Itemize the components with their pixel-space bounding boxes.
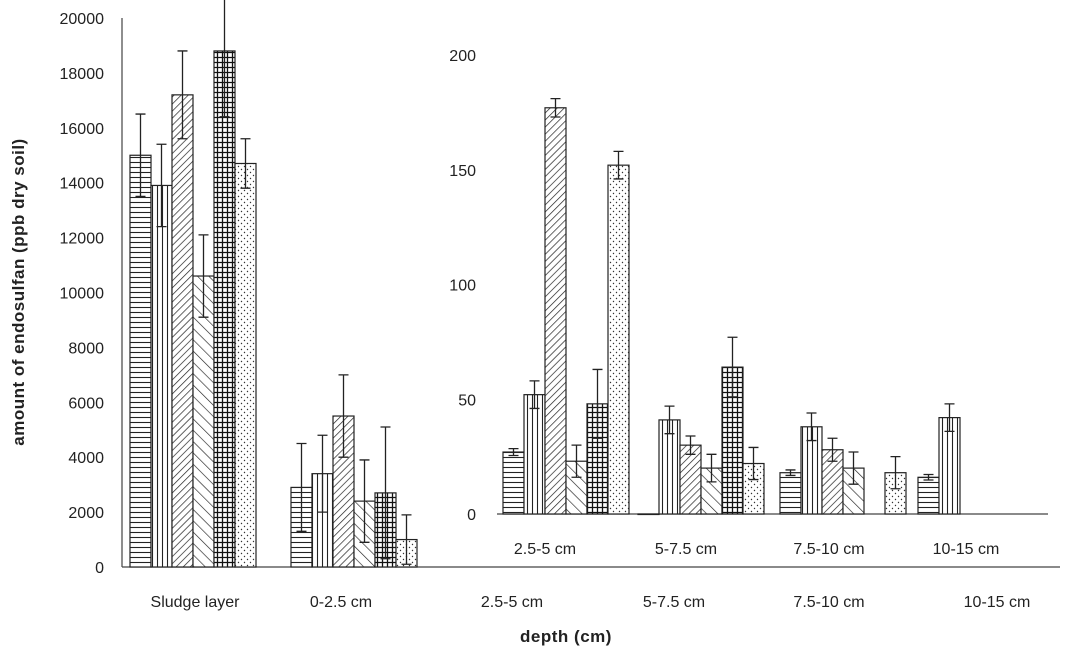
- inset-error-bar: [706, 453, 717, 483]
- main-x-tick-labels: Sludge layer 0-2.5 cm 2.5-5 cm 5-7.5 cm 7.5-…: [151, 594, 1031, 611]
- inset-error-bar: [727, 336, 738, 398]
- inset-bar: [502, 451, 525, 515]
- inset-y-tick-label: 0: [467, 507, 476, 524]
- inset-error-bar: [508, 447, 519, 457]
- y-tick-label: 2000: [68, 505, 104, 522]
- y-tick-label: 16000: [60, 121, 105, 138]
- x-tick-label: 5-7.5 cm: [643, 594, 705, 611]
- inset-error-bar: [685, 435, 696, 455]
- error-bar: [198, 234, 209, 318]
- error-bar: [219, 0, 230, 118]
- bar: [213, 50, 236, 568]
- inset-error-bar: [571, 444, 582, 478]
- x-tick-label: 0-2.5 cm: [310, 594, 372, 611]
- inset-bar: [523, 394, 546, 515]
- y-tick-label: 4000: [68, 450, 104, 467]
- inset-bar: [607, 164, 630, 515]
- inset-y-tick-label: 200: [449, 48, 476, 65]
- inset-error-bar: [613, 150, 624, 180]
- inset-bar: [917, 476, 940, 515]
- bar: [129, 154, 152, 568]
- y-tick-label: 6000: [68, 395, 104, 412]
- y-tick-label: 0: [95, 560, 104, 577]
- inset-x-tick-label: 10-15 cm: [933, 541, 1000, 558]
- error-bar: [135, 113, 146, 198]
- inset-error-bar: [923, 473, 934, 481]
- inset-error-bar: [890, 455, 901, 490]
- y-tick-label: 20000: [60, 11, 105, 28]
- inset-error-bar: [748, 446, 759, 481]
- y-tick-label: 18000: [60, 66, 105, 83]
- error-bar: [359, 459, 370, 543]
- bar: [234, 162, 257, 568]
- inset-x-tick-label: 2.5-5 cm: [514, 541, 576, 558]
- inset-y-tick-label: 100: [449, 278, 476, 295]
- bar: [192, 275, 215, 568]
- inset-x-tick-label: 5-7.5 cm: [655, 541, 717, 558]
- inset-x-tick-label: 7.5-10 cm: [793, 541, 864, 558]
- inset-error-bar: [664, 405, 675, 435]
- inset-y-tick-label: 150: [449, 163, 476, 180]
- bar: [171, 94, 194, 568]
- error-bar: [296, 442, 307, 532]
- y-axis-title: amount of endosulfan (ppb dry soil): [9, 138, 28, 445]
- inset-error-bar: [944, 403, 955, 433]
- main-y-tick-labels: 0 2000 4000 6000 8000 10000 12000 14000 16000 180…: [60, 11, 105, 577]
- inset-bar: [544, 107, 567, 515]
- error-bar: [177, 50, 188, 140]
- error-bar: [156, 143, 167, 228]
- error-bar: [401, 514, 412, 565]
- inset-x-tick-labels: 2.5-5 cm 5-7.5 cm 7.5-10 cm 10-15 cm: [514, 541, 999, 558]
- inset-error-bar: [848, 451, 859, 485]
- inset-error-bar: [529, 380, 540, 410]
- y-tick-label: 10000: [60, 286, 105, 303]
- inset-y-tick-labels: 0 50 100 150 200: [449, 48, 476, 524]
- inset-bar: [779, 472, 802, 515]
- x-tick-label: 10-15 cm: [964, 594, 1031, 611]
- inset-error-bar: [592, 368, 603, 439]
- y-tick-label: 14000: [60, 176, 105, 193]
- inset-bars: [502, 97, 961, 516]
- error-bar: [338, 374, 349, 458]
- inset-error-bar: [827, 437, 838, 462]
- error-bar: [317, 434, 328, 513]
- inset-error-bar: [550, 97, 561, 118]
- inset-bar: [679, 444, 702, 515]
- x-tick-label: Sludge layer: [151, 594, 241, 611]
- x-tick-label: 2.5-5 cm: [481, 594, 543, 611]
- error-bar: [380, 426, 391, 560]
- inset-y-tick-label: 50: [458, 392, 476, 409]
- error-bar: [240, 138, 251, 189]
- y-tick-label: 12000: [60, 231, 105, 248]
- inset-bar: [938, 417, 961, 515]
- y-tick-label: 8000: [68, 340, 104, 357]
- x-tick-label: 7.5-10 cm: [793, 594, 864, 611]
- bar: [150, 184, 173, 568]
- main-bars: [129, 0, 418, 568]
- x-axis-title: depth (cm): [520, 627, 612, 646]
- inset-error-bar: [806, 412, 817, 442]
- inset-bar: [637, 513, 660, 516]
- inset-error-bar: [785, 469, 796, 477]
